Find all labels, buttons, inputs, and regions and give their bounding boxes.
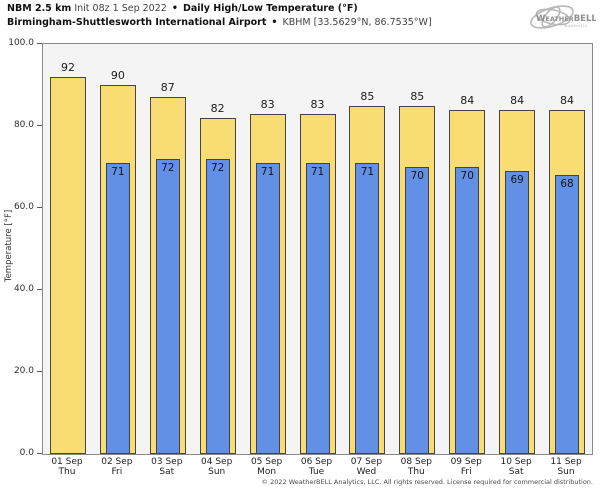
y-tick-label: 60.0 <box>13 201 34 212</box>
low-bar: 71 <box>105 162 130 454</box>
high-value-label: 84 <box>460 93 475 107</box>
x-tick-weekday: Tue <box>308 467 325 477</box>
x-tick-date: 01 Sep <box>51 457 83 467</box>
high-value-label: 92 <box>60 60 75 74</box>
title-separator: • <box>171 3 178 14</box>
low-value-label: 72 <box>210 161 225 174</box>
low-value-label: 71 <box>260 165 275 178</box>
x-tick-label: 09 Sep Fri <box>436 457 496 477</box>
low-bar: 71 <box>355 162 380 454</box>
low-bar: 72 <box>155 158 180 454</box>
x-tick-weekday: Fri <box>111 467 123 477</box>
x-tick-label: 05 Sep Mon <box>237 457 297 477</box>
x-tick-label: 03 Sep Sat <box>137 457 197 477</box>
low-value-label: 71 <box>360 165 375 178</box>
x-tick-date: 10 Sep <box>500 457 532 467</box>
weatherbell-swirl-icon: WEATHERBELL Analytics LLC <box>530 5 597 29</box>
x-tick-label: 06 Sep Tue <box>287 457 347 477</box>
high-value-label: 82 <box>210 101 225 115</box>
chart-title: NBM 2.5 km Init 08z 1 Sep 2022 • Daily H… <box>7 3 358 14</box>
y-tick-label: 20.0 <box>13 365 34 376</box>
low-bar: 72 <box>205 158 230 454</box>
low-bar: 68 <box>555 175 580 454</box>
y-tick-label: 40.0 <box>13 283 34 294</box>
init-time: Init 08z 1 Sep 2022 <box>74 3 167 14</box>
x-tick-date: 11 Sep <box>550 457 582 467</box>
low-bar: 70 <box>405 167 430 454</box>
y-tick-mark <box>37 42 42 44</box>
y-tick-label: 0.0 <box>19 447 34 458</box>
y-axis-title: Temperature [°F] <box>4 209 14 283</box>
x-tick-weekday: Sun <box>208 467 226 477</box>
copyright-notice: © 2022 WeatherBELL Analytics, LLC. All r… <box>261 478 593 486</box>
x-tick-date: 09 Sep <box>450 457 482 467</box>
low-value-label: 71 <box>310 165 325 178</box>
x-tick-label: 11 Sep Sun <box>536 457 596 477</box>
station-name: Birmingham-Shuttlesworth International A… <box>7 17 267 28</box>
low-bar: 70 <box>455 167 480 454</box>
x-tick-weekday: Wed <box>356 467 377 477</box>
x-tick-label: 04 Sep Sun <box>187 457 247 477</box>
x-tick-label: 07 Sep Wed <box>336 457 396 477</box>
low-value-label: 69 <box>510 174 524 187</box>
high-value-label: 85 <box>360 89 375 103</box>
high-value-label: 83 <box>260 97 275 111</box>
low-value-label: 71 <box>111 165 125 178</box>
y-tick-mark <box>37 452 42 454</box>
subtitle-separator: • <box>271 17 278 28</box>
high-value-label: 87 <box>160 81 175 95</box>
high-value-label: 83 <box>310 97 325 111</box>
low-value-label: 72 <box>161 161 175 174</box>
low-value-label: 70 <box>460 170 474 182</box>
plot-area: 92 90 71 87 72 82 72 83 71 83 71 85 71 85 70 84 70 84 69 84… <box>42 43 593 455</box>
x-tick-date: 07 Sep <box>350 457 383 467</box>
x-tick-weekday: Mon <box>257 467 277 477</box>
x-tick-weekday: Thu <box>407 467 425 477</box>
product-name: Daily High/Low Temperature (°F) <box>182 3 358 14</box>
x-tick-label: 08 Sep Thu <box>386 457 446 477</box>
low-bar: 69 <box>505 171 530 454</box>
x-tick-weekday: Sat <box>508 467 524 477</box>
model-name: NBM 2.5 km <box>7 3 72 14</box>
y-tick-mark <box>37 124 42 126</box>
low-bar: 71 <box>305 162 330 454</box>
high-value-label: 84 <box>510 93 525 107</box>
x-tick-weekday: Sun <box>557 467 575 477</box>
svg-text:WEATHERBELL: WEATHERBELL <box>536 14 596 24</box>
high-value-label: 90 <box>110 69 125 82</box>
x-tick-date: 03 Sep <box>151 457 183 467</box>
y-tick-mark <box>37 206 42 208</box>
x-tick-weekday: Sat <box>159 467 175 477</box>
low-bar: 71 <box>255 162 280 454</box>
x-tick-date: 02 Sep <box>101 457 133 467</box>
y-tick-label: 100.0 <box>8 37 34 48</box>
high-value-label: 85 <box>410 89 425 103</box>
x-tick-date: 05 Sep <box>250 457 283 467</box>
low-value-label: 70 <box>410 170 424 182</box>
weatherbell-logo: WEATHERBELL Analytics LLC <box>522 2 597 40</box>
y-tick-mark <box>37 370 42 372</box>
y-tick-label: 80.0 <box>13 119 34 130</box>
x-tick-weekday: Thu <box>58 467 76 477</box>
high-bar <box>49 76 86 454</box>
x-tick-weekday: Fri <box>460 467 472 477</box>
x-tick-label: 01 Sep Thu <box>37 457 97 477</box>
x-tick-date: 04 Sep <box>201 457 233 467</box>
x-tick-label: 10 Sep Sat <box>486 457 546 477</box>
svg-text:Analytics LLC: Analytics LLC <box>564 24 588 28</box>
x-tick-date: 08 Sep <box>400 457 432 467</box>
chart-subtitle: Birmingham-Shuttlesworth International A… <box>7 17 432 28</box>
x-tick-label: 02 Sep Fri <box>87 457 147 477</box>
y-tick-mark <box>37 288 42 290</box>
x-tick-date: 06 Sep <box>300 457 333 467</box>
low-value-label: 68 <box>560 178 574 191</box>
station-coordinates: KBHM [33.5629°N, 86.7535°W] <box>282 17 432 28</box>
high-value-label: 84 <box>560 93 575 107</box>
